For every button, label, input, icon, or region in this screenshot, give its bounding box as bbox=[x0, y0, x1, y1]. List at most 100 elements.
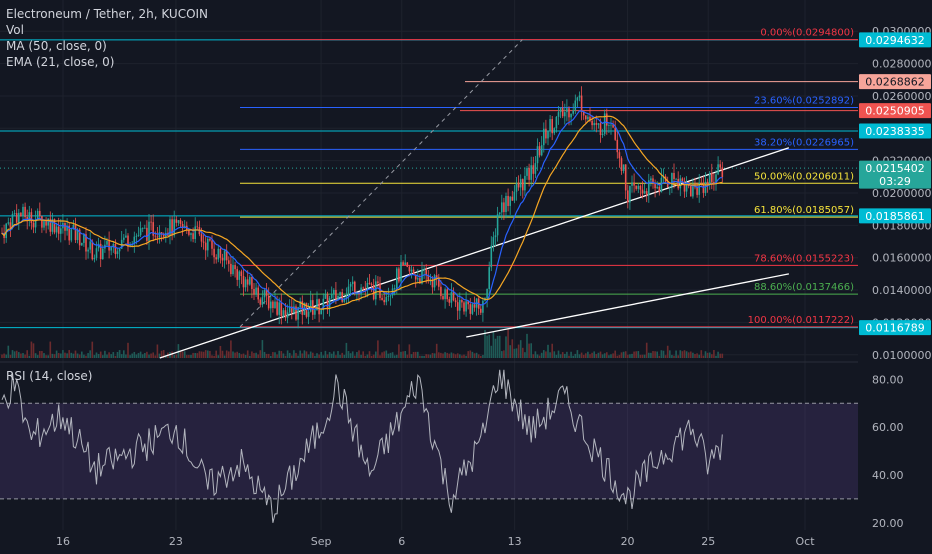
indicator-vol[interactable]: Vol bbox=[6, 23, 24, 37]
candle-body-31 bbox=[66, 225, 68, 231]
volume-bar-311 bbox=[654, 351, 656, 358]
candle-body-43 bbox=[91, 241, 94, 260]
candle-body-20 bbox=[43, 220, 45, 228]
candle-body-190 bbox=[400, 262, 402, 282]
time-tick-5: 20 bbox=[621, 535, 635, 548]
candle-body-199 bbox=[419, 278, 421, 284]
volume-bar-19 bbox=[41, 351, 43, 358]
trendline-1 bbox=[466, 273, 789, 338]
indicator-ema[interactable]: EMA (21, close, 0) bbox=[6, 55, 115, 69]
candle-body-44 bbox=[93, 257, 96, 260]
volume-bar-302 bbox=[635, 351, 637, 358]
indicator-ma[interactable]: MA (50, close, 0) bbox=[6, 39, 107, 53]
candle-body-292 bbox=[614, 127, 616, 140]
volume-bar-141 bbox=[297, 355, 299, 358]
candle-body-189 bbox=[398, 268, 400, 282]
volume-bar-305 bbox=[641, 354, 644, 358]
volume-bar-8 bbox=[18, 352, 20, 358]
volume-bar-163 bbox=[343, 354, 346, 358]
volume-bar-68 bbox=[144, 353, 146, 358]
volume-bar-149 bbox=[314, 355, 316, 358]
volume-bar-293 bbox=[616, 355, 619, 358]
candle-body-92 bbox=[194, 226, 196, 240]
candle-body-124 bbox=[261, 297, 264, 305]
volume-bar-236 bbox=[496, 335, 499, 358]
volume-bar-103 bbox=[217, 355, 220, 358]
candle-body-250 bbox=[526, 168, 528, 176]
candle-body-308 bbox=[648, 180, 650, 196]
candle-body-208 bbox=[438, 277, 440, 287]
volume-bar-309 bbox=[650, 352, 652, 358]
volume-bar-41 bbox=[87, 353, 89, 358]
candle-body-294 bbox=[618, 152, 621, 159]
volume-bar-268 bbox=[564, 353, 566, 358]
candle-body-122 bbox=[257, 287, 259, 300]
badge-label-1: 0.0268862 bbox=[865, 76, 925, 89]
rsi-tick-0: 80.00 bbox=[872, 373, 904, 386]
candle-body-8 bbox=[18, 212, 20, 223]
candle-body-166 bbox=[349, 284, 352, 287]
volume-bar-110 bbox=[232, 351, 234, 358]
candle-body-255 bbox=[536, 146, 539, 164]
fib-label-1: 23.60%(0.0252892) bbox=[754, 95, 854, 106]
candle-body-146 bbox=[307, 311, 310, 317]
candle-body-340 bbox=[715, 174, 717, 185]
volume-bar-342 bbox=[719, 353, 721, 358]
candle-body-197 bbox=[414, 274, 417, 280]
candle-body-158 bbox=[333, 290, 335, 295]
volume-bar-146 bbox=[307, 354, 310, 358]
volume-bar-151 bbox=[318, 354, 320, 358]
volume-bar-269 bbox=[566, 351, 568, 358]
volume-bar-264 bbox=[555, 354, 558, 358]
volume-bar-5 bbox=[11, 350, 14, 358]
volume-bar-330 bbox=[694, 354, 696, 358]
price-tick-10: 0.0100000 bbox=[872, 349, 932, 362]
price-axis-bg bbox=[858, 0, 932, 550]
volume-bar-250 bbox=[526, 333, 528, 358]
candle-body-63 bbox=[133, 236, 136, 245]
volume-bar-321 bbox=[675, 350, 677, 358]
time-axis[interactable]: 16 23 Sep 6 13 20 25 Oct bbox=[0, 532, 932, 550]
symbol-title[interactable]: Electroneum / Tether, 2h, KUCOIN bbox=[6, 7, 209, 21]
candle-body-54 bbox=[114, 244, 117, 255]
volume-bar-61 bbox=[129, 355, 131, 358]
volume-bar-343 bbox=[721, 353, 724, 358]
candle-body-178 bbox=[375, 281, 377, 300]
candle-body-112 bbox=[236, 269, 238, 280]
candle-body-107 bbox=[225, 250, 228, 261]
price-axis[interactable]: 0.03000000.02800000.02600000.02400000.02… bbox=[858, 0, 932, 550]
volume-bar-123 bbox=[259, 350, 262, 358]
volume-bar-328 bbox=[690, 351, 692, 358]
volume-bar-73 bbox=[154, 355, 157, 358]
volume-bar-90 bbox=[190, 354, 192, 358]
candle-body-200 bbox=[421, 269, 423, 284]
volume-bar-256 bbox=[538, 355, 541, 358]
candle-body-97 bbox=[204, 242, 207, 251]
candle-body-132 bbox=[278, 302, 280, 315]
candle-body-243 bbox=[511, 196, 514, 201]
volume-bar-222 bbox=[467, 351, 469, 358]
candle-body-194 bbox=[408, 266, 411, 272]
volume-bar-233 bbox=[490, 345, 493, 358]
volume-bar-340 bbox=[715, 355, 717, 358]
volume-bar-102 bbox=[215, 350, 217, 358]
candle-body-167 bbox=[351, 281, 354, 285]
volume-bar-247 bbox=[519, 340, 522, 358]
fib-label-2: 38.20%(0.0226965) bbox=[754, 137, 854, 148]
volume-bar-308 bbox=[648, 352, 650, 358]
volume-bar-69 bbox=[146, 351, 148, 358]
candle-body-65 bbox=[137, 235, 140, 237]
candle-body-75 bbox=[158, 232, 161, 238]
candle-body-142 bbox=[299, 301, 301, 308]
rsi-title[interactable]: RSI (14, close) bbox=[6, 369, 93, 383]
volume-bar-132 bbox=[278, 350, 280, 358]
volume-bar-213 bbox=[448, 353, 451, 358]
volume-bar-235 bbox=[494, 338, 497, 358]
volume-bar-204 bbox=[429, 354, 432, 358]
volume-bar-85 bbox=[179, 351, 182, 358]
volume-bar-223 bbox=[469, 350, 472, 358]
volume-bar-210 bbox=[442, 353, 444, 358]
candle-body-303 bbox=[637, 185, 640, 189]
volume-bar-216 bbox=[454, 354, 457, 358]
